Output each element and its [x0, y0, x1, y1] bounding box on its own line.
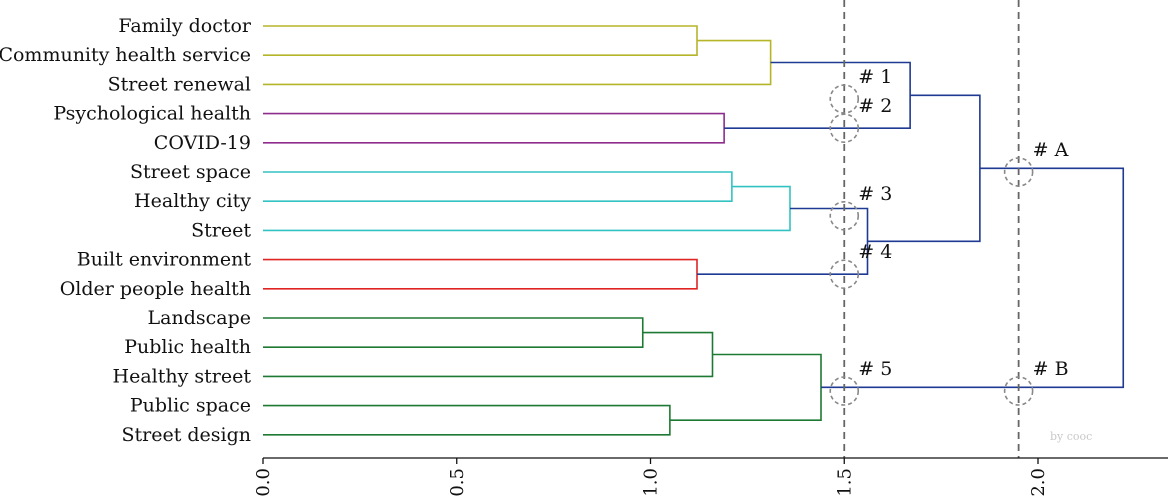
leaf-label: Public health	[124, 336, 251, 358]
link-m3	[263, 112, 725, 144]
leaf-labels: Family doctor Community health service Str…	[0, 15, 252, 446]
leaf-label: Built environment	[77, 249, 252, 271]
marker-label: # 5	[858, 358, 892, 380]
marker-circle	[1003, 157, 1034, 187]
marker-circle	[829, 376, 860, 406]
x-tick-label: 2.0	[1028, 468, 1049, 497]
leaf-label: Older people health	[60, 278, 251, 300]
x-tick-label: 1.5	[834, 468, 855, 497]
link-m2	[263, 39, 772, 86]
leaf-label: Family doctor	[118, 15, 251, 37]
link-m8	[697, 207, 869, 275]
marker-circle	[829, 259, 860, 290]
leaf-label: Street	[191, 219, 251, 241]
watermark-text: by cooc	[1050, 430, 1092, 443]
leaf-label: Public space	[130, 395, 251, 417]
marker-label: # 1	[858, 66, 892, 88]
link-m1	[263, 25, 698, 56]
x-tick-label: 1.0	[641, 468, 662, 497]
marker-label: # A	[1033, 139, 1069, 161]
leaf-label: Street renewal	[108, 73, 251, 95]
leaf-label: Healthy city	[134, 190, 251, 212]
link-m12	[263, 404, 671, 436]
link-m14	[821, 167, 1125, 389]
marker-circle	[1003, 376, 1034, 406]
marker-circle	[829, 113, 860, 143]
marker-label: # B	[1033, 358, 1069, 380]
marker-circle	[829, 201, 860, 231]
link-m6	[263, 185, 791, 232]
leaf-label: COVID-19	[154, 132, 251, 154]
leaf-label: Street space	[130, 161, 251, 183]
link-m11	[263, 331, 714, 378]
leaf-label: Psychological health	[53, 103, 251, 125]
leaf-label: Landscape	[148, 307, 251, 329]
link-m5	[263, 171, 733, 202]
x-axis: 0.0 0.5 1.0 1.5 2.0	[253, 457, 1168, 497]
link-m9	[867, 94, 981, 243]
dendrogram-links	[263, 25, 1125, 436]
leaf-label: Street design	[121, 424, 251, 446]
x-tick-label: 0.0	[253, 468, 274, 497]
link-m13	[669, 353, 822, 421]
link-m10	[263, 317, 644, 348]
marker-label: # 3	[858, 183, 892, 205]
cluster-markers: # 1 # 2 # 3 # 4 # 5 # A # B	[829, 66, 1069, 406]
link-m7	[263, 258, 698, 290]
marker-label: # 4	[858, 241, 892, 263]
marker-label: # 2	[858, 95, 892, 117]
x-tick-label: 0.5	[447, 468, 468, 497]
leaf-label: Community health service	[0, 44, 251, 66]
leaf-label: Healthy street	[113, 365, 252, 387]
marker-circle	[829, 84, 860, 114]
